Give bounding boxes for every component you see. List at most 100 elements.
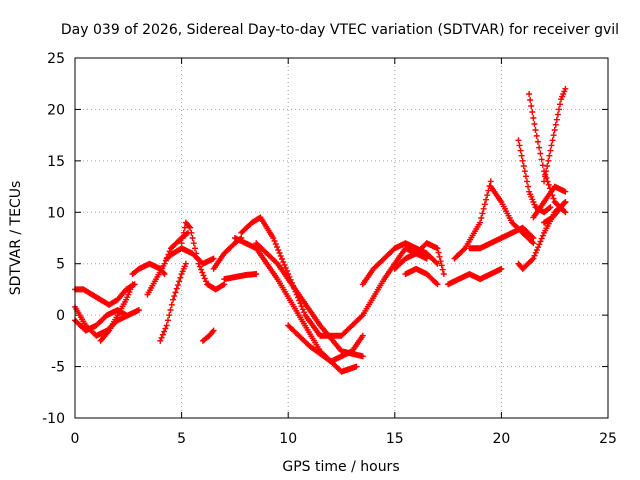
data-point — [562, 209, 569, 216]
data-point — [220, 282, 227, 289]
series-track-4 — [97, 281, 136, 344]
data-point — [552, 121, 559, 128]
data-point — [433, 280, 440, 287]
series-track-29 — [541, 85, 569, 185]
data-point — [533, 247, 540, 253]
data-point — [533, 132, 540, 139]
data-point — [531, 121, 538, 127]
x-tick-label: 15 — [386, 431, 404, 447]
data-point — [544, 163, 551, 169]
data-point — [273, 259, 280, 266]
data-point — [221, 281, 228, 288]
y-tick-label: 10 — [47, 205, 65, 221]
data-point — [527, 97, 534, 103]
series-track-6 — [157, 260, 189, 344]
data-point — [532, 249, 539, 256]
data-point — [561, 200, 568, 207]
data-point — [530, 235, 537, 241]
data-point — [129, 281, 136, 288]
series-track-20 — [402, 265, 441, 288]
series-track-24 — [466, 224, 537, 252]
data-point — [177, 274, 184, 281]
data-point — [298, 303, 305, 310]
data-point — [440, 271, 447, 277]
data-point — [159, 331, 166, 338]
data-point — [167, 307, 174, 313]
data-point — [201, 275, 208, 282]
series-track-30 — [541, 199, 569, 226]
data-point — [166, 312, 173, 319]
x-tick-label: 5 — [177, 431, 186, 447]
series-track-16 — [285, 322, 366, 365]
data-point — [517, 147, 524, 154]
y-axis-label: SDTVAR / TECUs — [8, 181, 24, 296]
data-point — [528, 103, 535, 109]
data-point — [532, 127, 539, 133]
data-point — [178, 240, 185, 247]
series-track-2 — [72, 281, 138, 308]
data-point — [549, 137, 556, 144]
data-point — [520, 163, 527, 169]
data-point — [522, 173, 529, 180]
data-point — [551, 127, 558, 133]
data-point — [433, 259, 440, 266]
data-point — [538, 156, 545, 163]
data-point — [188, 229, 195, 236]
data-point — [276, 250, 283, 256]
data-point — [530, 255, 537, 262]
data-point — [555, 106, 562, 113]
data-point — [270, 235, 277, 241]
data-point — [359, 332, 366, 339]
data-point — [158, 334, 165, 341]
data-point — [438, 262, 445, 269]
data-point — [179, 235, 186, 241]
chart-title: Day 039 of 2026, Sidereal Day-to-day VTE… — [61, 22, 619, 38]
data-point — [282, 265, 289, 271]
data-point — [200, 272, 207, 279]
data-point — [553, 116, 560, 123]
data-point — [536, 241, 543, 248]
data-point — [529, 239, 536, 245]
x-tick-label: 20 — [492, 431, 510, 447]
data-point — [198, 266, 205, 273]
data-point — [436, 253, 443, 260]
x-tick-label: 25 — [599, 431, 617, 447]
data-point — [530, 115, 537, 121]
data-point — [541, 178, 548, 185]
data-point — [539, 232, 546, 239]
data-point — [161, 260, 168, 267]
data-point — [172, 289, 179, 296]
data-point — [498, 265, 505, 272]
data-point — [199, 269, 206, 276]
series-track-22 — [451, 178, 494, 262]
data-point — [437, 258, 444, 265]
data-point — [210, 327, 217, 334]
plot-frame — [74, 57, 609, 419]
data-point — [174, 282, 181, 289]
data-point — [481, 201, 488, 208]
data-point — [547, 204, 554, 211]
data-point — [562, 85, 569, 92]
data-point — [182, 260, 189, 267]
data-point — [161, 271, 168, 277]
data-point — [518, 152, 525, 159]
series-track-19 — [391, 240, 447, 277]
data-point — [171, 293, 178, 300]
data-point — [192, 245, 199, 252]
data-point — [434, 245, 441, 252]
data-point — [183, 230, 190, 237]
data-point — [189, 235, 196, 241]
data-point — [176, 278, 183, 285]
data-point — [525, 183, 532, 190]
data-point — [545, 181, 552, 188]
series-track-8 — [178, 219, 228, 293]
series-track-11 — [221, 271, 260, 283]
data-point — [554, 111, 561, 118]
data-point — [358, 313, 365, 320]
series-track-15 — [253, 240, 366, 360]
data-point — [168, 301, 175, 308]
data-point — [535, 244, 542, 251]
data-point — [163, 322, 170, 329]
data-point — [543, 168, 550, 175]
